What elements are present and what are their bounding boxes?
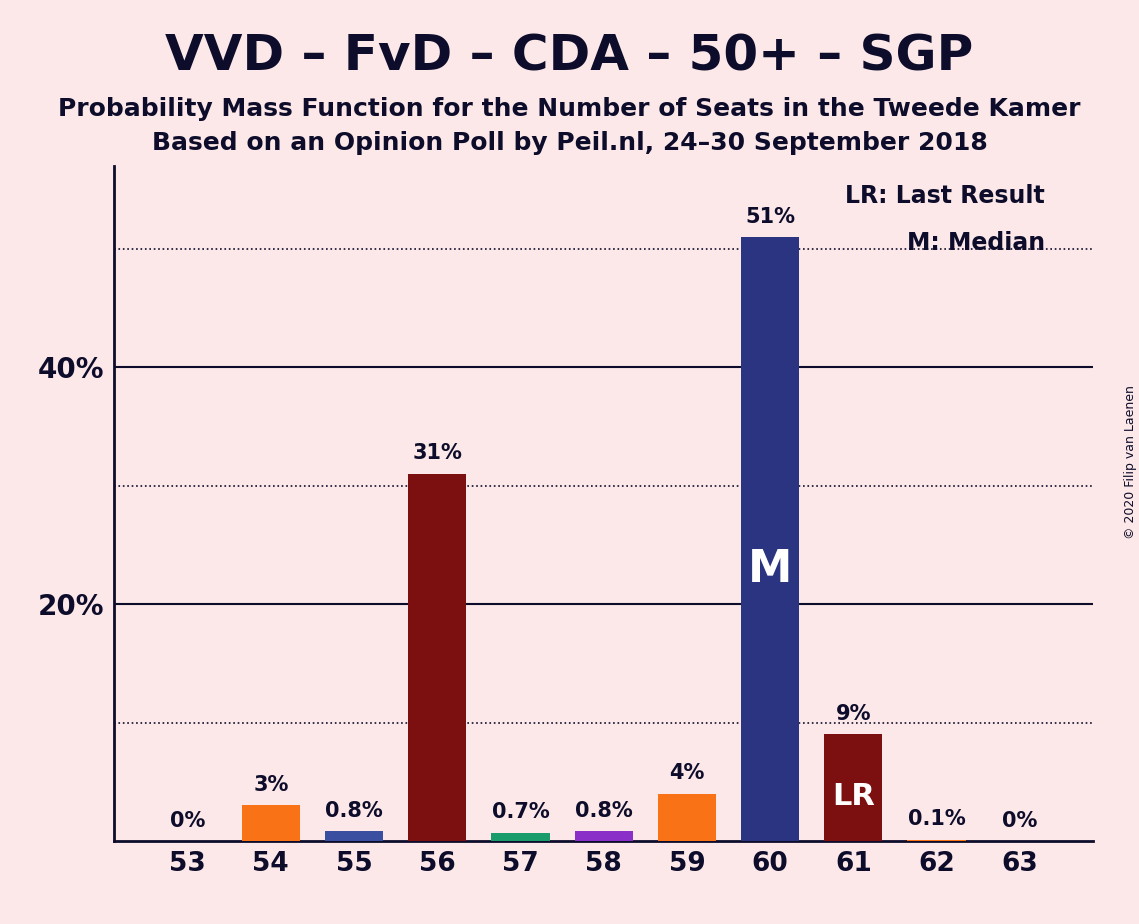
Bar: [241, 806, 300, 841]
Text: 9%: 9%: [836, 704, 871, 723]
Bar: [574, 832, 633, 841]
Text: 31%: 31%: [412, 444, 462, 463]
Bar: [325, 832, 383, 841]
Bar: [657, 794, 716, 841]
Text: VVD – FvD – CDA – 50+ – SGP: VVD – FvD – CDA – 50+ – SGP: [165, 32, 974, 80]
Bar: [825, 735, 883, 841]
Bar: [741, 237, 800, 841]
Text: 0.8%: 0.8%: [575, 801, 632, 821]
Bar: [908, 840, 966, 841]
Text: Based on an Opinion Poll by Peil.nl, 24–30 September 2018: Based on an Opinion Poll by Peil.nl, 24–…: [151, 131, 988, 155]
Text: LR: Last Result: LR: Last Result: [845, 184, 1044, 208]
Bar: [491, 833, 550, 841]
Text: © 2020 Filip van Laenen: © 2020 Filip van Laenen: [1124, 385, 1137, 539]
Bar: [408, 474, 466, 841]
Text: 0.1%: 0.1%: [908, 809, 966, 829]
Text: 3%: 3%: [253, 774, 288, 795]
Text: M: Median: M: Median: [907, 231, 1044, 255]
Text: 0.8%: 0.8%: [325, 801, 383, 821]
Text: 51%: 51%: [745, 207, 795, 226]
Text: 4%: 4%: [670, 763, 705, 783]
Text: 0%: 0%: [1002, 811, 1038, 832]
Text: LR: LR: [831, 782, 875, 810]
Text: M: M: [748, 548, 793, 590]
Text: 0.7%: 0.7%: [492, 802, 549, 822]
Text: Probability Mass Function for the Number of Seats in the Tweede Kamer: Probability Mass Function for the Number…: [58, 97, 1081, 121]
Text: 0%: 0%: [170, 811, 205, 832]
